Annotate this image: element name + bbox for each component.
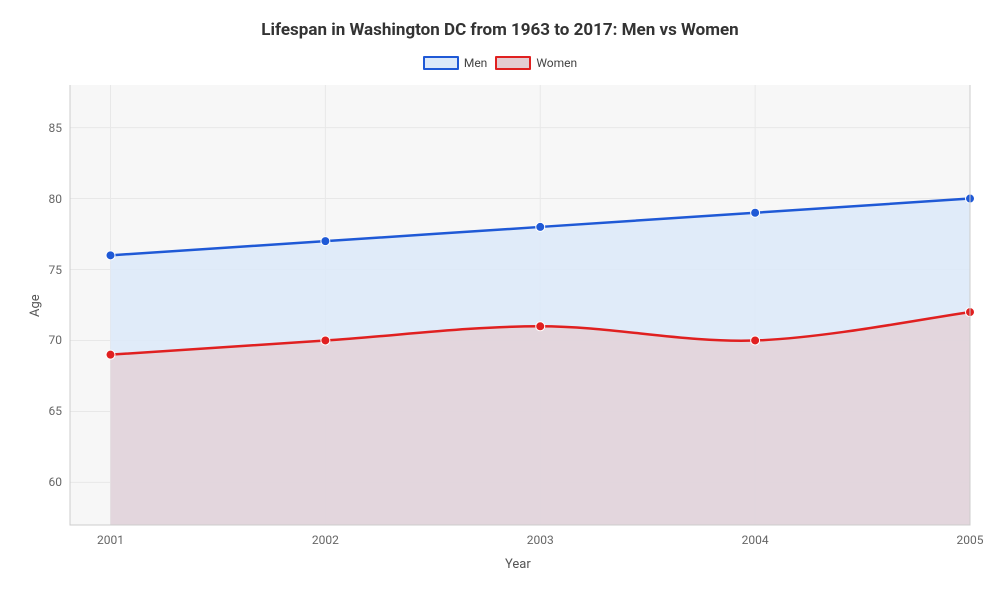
x-tick-label: 2004 [742, 525, 769, 547]
chart-title: Lifespan in Washington DC from 1963 to 2… [0, 20, 1000, 40]
x-tick-label: 2003 [527, 525, 554, 547]
legend-label-men: Men [464, 56, 487, 70]
legend-swatch-men [423, 56, 459, 70]
x-tick-label: 2005 [957, 525, 984, 547]
y-tick-label: 75 [40, 263, 70, 277]
legend-swatch-women [495, 56, 531, 70]
y-tick-label: 60 [40, 475, 70, 489]
plot-area: 60657075808520012002200320042005 [70, 85, 970, 525]
y-tick-label: 80 [40, 192, 70, 206]
legend: Men Women [0, 56, 1000, 70]
x-tick-label: 2002 [312, 525, 339, 547]
y-tick-label: 70 [40, 333, 70, 347]
legend-item-women[interactable]: Women [495, 56, 577, 70]
x-tick-label: 2001 [97, 525, 124, 547]
legend-item-men[interactable]: Men [423, 56, 487, 70]
chart-svg [70, 85, 970, 525]
x-axis-label: Year [505, 557, 531, 572]
legend-label-women: Women [536, 56, 577, 70]
y-axis-label: Age [28, 294, 43, 317]
y-tick-label: 85 [40, 121, 70, 135]
y-tick-label: 65 [40, 404, 70, 418]
